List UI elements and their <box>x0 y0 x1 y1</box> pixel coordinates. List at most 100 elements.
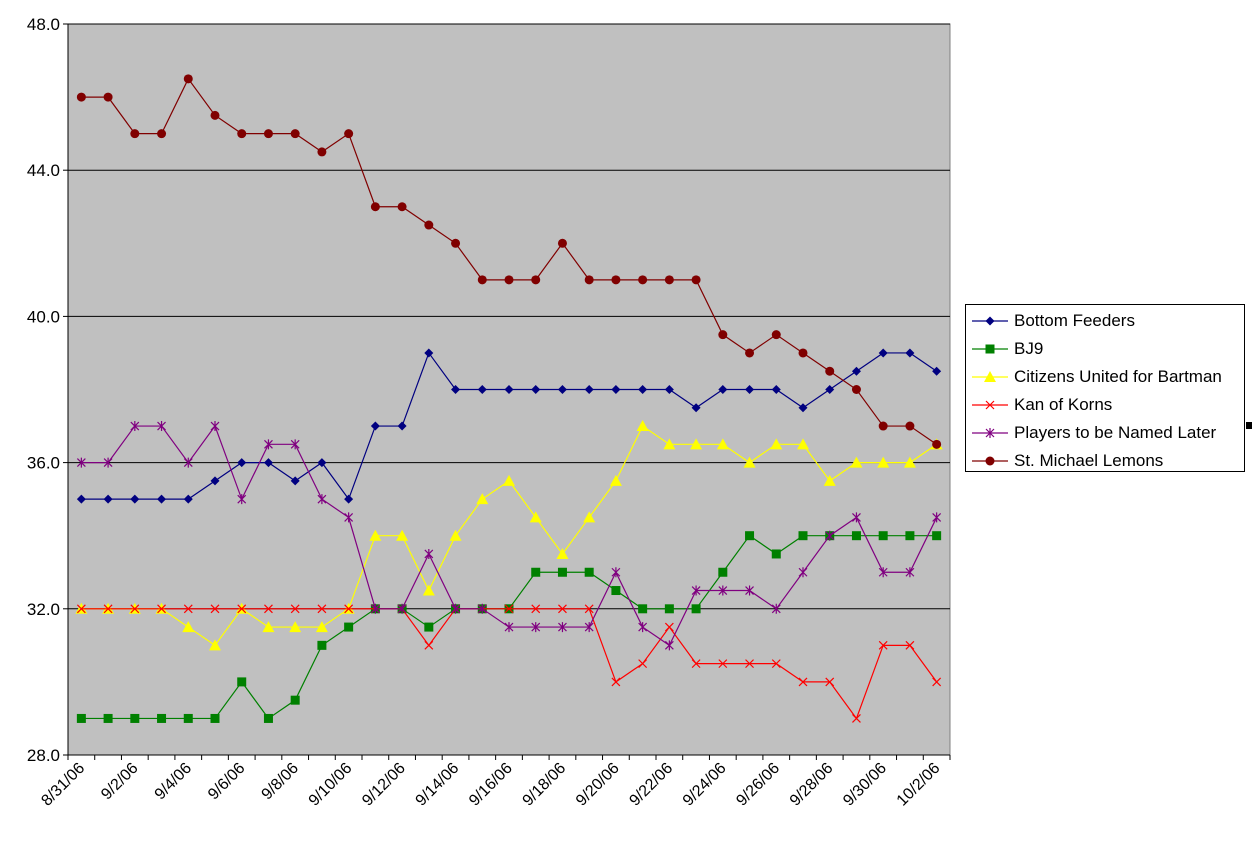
legend-marker-circle-icon <box>972 456 1008 466</box>
legend-marker <box>985 428 995 438</box>
legend-label: Citizens United for Bartman <box>1014 367 1222 386</box>
data-point-st-michael-lemons <box>638 275 648 285</box>
data-point-st-michael-lemons <box>557 238 567 248</box>
data-point-bottom-feeders <box>745 385 755 394</box>
legend-item-kan-of-korns: Kan of Korns <box>972 391 1112 419</box>
data-point-citizens-united-for-bartman <box>289 621 302 633</box>
chart-legend: Bottom Feeders BJ9 Citizens United for Bar… <box>965 304 1245 472</box>
data-point-kan-of-korns <box>771 659 781 669</box>
data-point-players-to-be-named-later <box>130 421 140 432</box>
data-point-bottom-feeders <box>851 366 861 376</box>
data-point-bottom-feeders <box>451 385 461 394</box>
data-point-kan-of-korns <box>237 604 247 614</box>
x-tick-label: 9/12/06 <box>359 760 409 810</box>
data-point-bj9 <box>557 567 567 577</box>
x-tick-label: 9/2/06 <box>98 760 142 804</box>
data-point-bj9 <box>183 713 193 723</box>
legend-marker <box>985 400 995 410</box>
data-point-st-michael-lemons <box>905 421 915 431</box>
data-point-st-michael-lemons <box>611 275 621 285</box>
data-point-bottom-feeders <box>477 385 487 394</box>
data-point-players-to-be-named-later <box>210 421 220 432</box>
data-point-citizens-united-for-bartman <box>556 547 569 559</box>
data-point-bottom-feeders <box>878 348 888 358</box>
data-point-st-michael-lemons <box>878 421 888 431</box>
x-tick-label: 9/18/06 <box>520 760 570 810</box>
data-point-st-michael-lemons <box>664 275 674 285</box>
data-point-bj9 <box>638 604 648 614</box>
legend-label: Bottom Feeders <box>1014 311 1135 330</box>
data-point-st-michael-lemons <box>317 147 327 157</box>
data-point-kan-of-korns <box>638 659 648 669</box>
data-point-bottom-feeders <box>798 403 808 413</box>
data-point-bottom-feeders <box>183 494 193 504</box>
data-point-st-michael-lemons <box>397 202 407 212</box>
data-point-players-to-be-named-later <box>825 530 835 541</box>
data-point-citizens-united-for-bartman <box>636 420 649 432</box>
data-point-st-michael-lemons <box>130 129 140 139</box>
legend-marker-square-icon <box>972 344 1008 354</box>
data-point-kan-of-korns <box>531 604 541 614</box>
data-point-kan-of-korns <box>130 604 140 614</box>
data-point-citizens-united-for-bartman <box>396 529 409 541</box>
data-point-bottom-feeders <box>344 494 354 504</box>
data-point-bottom-feeders <box>557 385 567 394</box>
data-point-kan-of-korns <box>210 604 220 614</box>
data-point-kan-of-korns <box>290 604 300 614</box>
data-point-citizens-united-for-bartman <box>529 511 542 523</box>
data-point-kan-of-korns <box>157 604 166 614</box>
legend-marker-x-icon <box>972 400 1008 410</box>
data-point-st-michael-lemons <box>851 385 861 394</box>
x-tick-label: 9/28/06 <box>787 760 837 810</box>
data-point-kan-of-korns <box>584 604 594 614</box>
legend-item-players-to-be-named-later: Players to be Named Later <box>972 419 1216 447</box>
data-point-bj9 <box>103 713 113 723</box>
data-point-bottom-feeders <box>638 385 648 394</box>
series-players-to-be-named-later <box>76 421 942 651</box>
legend-marker <box>985 316 995 326</box>
data-point-kan-of-korns <box>424 640 434 650</box>
data-point-bj9 <box>210 713 220 723</box>
data-point-players-to-be-named-later <box>718 585 728 596</box>
data-point-kan-of-korns <box>264 604 273 614</box>
data-point-players-to-be-named-later <box>771 603 781 614</box>
data-point-kan-of-korns <box>504 604 514 614</box>
data-point-kan-of-korns <box>558 604 567 614</box>
data-point-bottom-feeders <box>424 348 434 358</box>
data-point-st-michael-lemons <box>76 92 86 102</box>
data-point-citizens-united-for-bartman <box>262 621 275 633</box>
legend-item-citizens-united-for-bartman: Citizens United for Bartman <box>972 363 1222 391</box>
data-point-players-to-be-named-later <box>638 622 648 633</box>
data-point-bottom-feeders <box>825 385 835 394</box>
legend-label: Kan of Korns <box>1014 395 1113 414</box>
data-point-bottom-feeders <box>76 494 86 504</box>
y-tick-label: 36.0 <box>27 454 60 473</box>
data-point-st-michael-lemons <box>263 129 273 139</box>
data-point-players-to-be-named-later <box>558 622 567 633</box>
data-point-citizens-united-for-bartman <box>877 456 890 468</box>
legend-item-bottom-feeders: Bottom Feeders <box>972 307 1135 335</box>
legend-marker <box>984 371 996 382</box>
data-point-citizens-united-for-bartman <box>690 438 703 450</box>
x-tick-label: 9/26/06 <box>733 760 783 810</box>
data-point-players-to-be-named-later <box>451 603 460 614</box>
data-point-players-to-be-named-later <box>397 603 407 614</box>
data-point-bottom-feeders <box>130 494 140 504</box>
resize-handle[interactable] <box>1246 422 1252 429</box>
data-point-bj9 <box>290 695 300 705</box>
data-point-bj9 <box>771 549 781 559</box>
data-point-bottom-feeders <box>397 421 407 431</box>
data-point-kan-of-korns <box>344 604 354 614</box>
y-tick-label: 48.0 <box>27 15 60 34</box>
data-point-st-michael-lemons <box>584 275 594 285</box>
data-point-citizens-united-for-bartman <box>850 456 863 468</box>
x-tick-label: 9/20/06 <box>573 760 623 810</box>
data-point-st-michael-lemons <box>825 366 835 376</box>
data-point-st-michael-lemons <box>157 129 167 139</box>
data-point-citizens-united-for-bartman <box>182 621 195 633</box>
data-point-players-to-be-named-later <box>317 494 327 505</box>
data-point-kan-of-korns <box>183 604 193 614</box>
x-tick-label: 10/2/06 <box>894 760 944 810</box>
data-point-bj9 <box>878 531 888 541</box>
data-point-players-to-be-named-later <box>264 439 273 450</box>
